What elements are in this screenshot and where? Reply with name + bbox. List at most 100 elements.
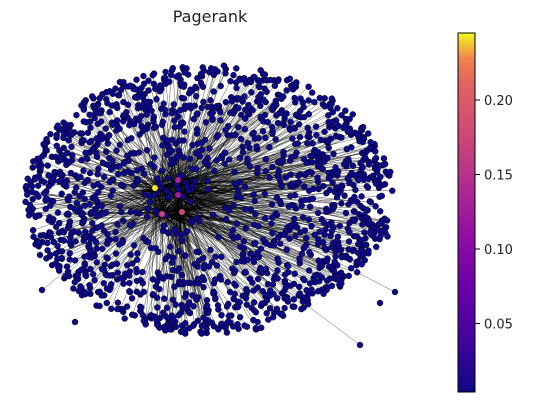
graph-node: [317, 259, 324, 266]
graph-node: [330, 267, 338, 274]
graph-node: [210, 71, 218, 79]
graph-node: [243, 323, 251, 330]
graph-node: [291, 270, 298, 277]
graph-node: [176, 137, 183, 144]
graph-node: [133, 94, 141, 102]
graph-node: [40, 178, 48, 186]
graph-node: [89, 227, 96, 234]
graph-node: [114, 269, 122, 276]
graph-node: [321, 231, 328, 238]
graph-node: [71, 206, 79, 213]
graph-node: [133, 256, 141, 263]
graph-node: [175, 186, 182, 193]
graph-node: [350, 232, 358, 240]
graph-node: [112, 228, 119, 236]
graph-node: [280, 121, 287, 129]
graph-node: [89, 271, 97, 278]
graph-node: [288, 180, 295, 188]
graph-node: [180, 95, 188, 102]
graph-node: [329, 179, 336, 186]
graph-node: [194, 74, 201, 82]
graph-node: [86, 139, 93, 146]
graph-node: [342, 209, 350, 217]
graph-node: [128, 295, 136, 302]
graph-edge: [56, 137, 179, 181]
graph-node: [51, 168, 58, 176]
graph-node: [358, 247, 365, 254]
graph-edge: [161, 163, 386, 215]
graph-node: [159, 142, 166, 149]
graph-node: [149, 276, 157, 283]
graph-node: [322, 246, 329, 253]
graph-node: [354, 198, 361, 206]
graph-node: [86, 118, 94, 125]
graph-node: [346, 179, 353, 187]
graph-node: [204, 103, 212, 111]
graph-node: [359, 123, 367, 131]
graph-node: [143, 146, 151, 154]
graph-node: [255, 253, 263, 260]
graph-node: [50, 238, 58, 246]
graph-node: [119, 217, 127, 224]
graph-node: [262, 155, 269, 163]
graph-node: [301, 113, 308, 121]
graph-node: [45, 182, 53, 190]
graph-node: [321, 128, 328, 136]
graph-node: [389, 187, 396, 195]
graph-node: [296, 292, 303, 299]
graph-node: [231, 180, 238, 187]
graph-edge: [28, 187, 156, 216]
colorbar-ticks: 0.05 0.10 0.15 0.20: [475, 94, 513, 332]
graph-node: [114, 299, 122, 306]
graph-node: [306, 280, 314, 287]
graph-edge: [56, 194, 179, 228]
graph-node: [193, 248, 200, 256]
graph-node: [54, 209, 62, 216]
graph-node: [358, 237, 365, 244]
graph-node: [139, 268, 146, 276]
graph-node: [237, 135, 245, 143]
graph-node: [81, 179, 88, 187]
graph-node: [253, 143, 260, 150]
graph-node: [36, 212, 43, 219]
graph-node: [22, 198, 29, 206]
graph-node: [143, 213, 151, 220]
graph-node: [280, 110, 287, 117]
graph-node: [234, 186, 242, 193]
graph-node: [309, 195, 316, 202]
graph-node: [78, 157, 85, 164]
graph-node: [78, 284, 85, 292]
graph-node: [153, 294, 161, 301]
graph-node: [129, 260, 136, 267]
graph-node: [275, 173, 282, 181]
graph-node: [35, 193, 42, 200]
graph-node: [155, 248, 162, 256]
graph-node: [199, 64, 207, 71]
graph-node: [109, 90, 116, 98]
graph-node: [146, 102, 153, 110]
graph-node: [354, 269, 361, 276]
graph-edge: [177, 179, 332, 232]
graph-node: [98, 202, 106, 209]
high-pagerank-node: [174, 176, 182, 184]
graph-node: [233, 65, 240, 72]
graph-node: [120, 159, 128, 167]
graph-node: [290, 296, 297, 303]
graph-node: [365, 160, 373, 168]
graph-edge: [125, 194, 179, 274]
graph-node: [190, 303, 197, 310]
graph-node: [140, 317, 148, 324]
graph-node: [53, 223, 60, 231]
graph-node: [288, 153, 295, 161]
graph-node: [103, 88, 110, 96]
graph-node: [151, 154, 158, 161]
graph-node: [309, 89, 316, 96]
graph-node: [220, 62, 228, 69]
graph-node: [89, 145, 97, 153]
graph-node: [140, 72, 147, 80]
graph-node: [262, 215, 269, 222]
graph-node: [252, 239, 259, 247]
graph-node: [38, 286, 46, 294]
graph-node: [338, 200, 345, 207]
graph-node: [150, 70, 158, 77]
